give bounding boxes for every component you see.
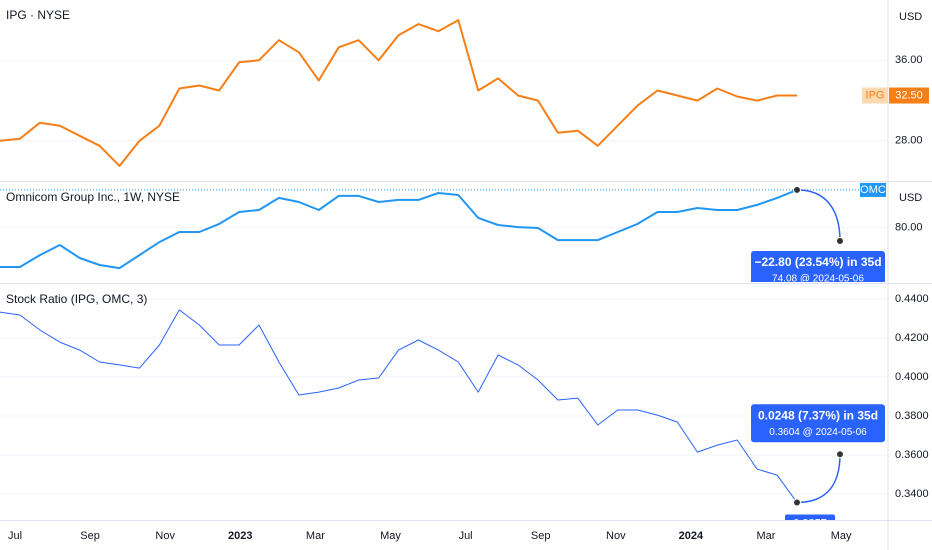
y-tick-label: 0.4200 [895,332,929,344]
price-line [0,188,798,270]
projection-start [793,185,801,194]
projection-end [836,450,844,459]
projection-box [751,251,885,282]
y-tick-label: 28.00 [895,135,923,147]
y-tick-label: 80.00 [895,222,923,234]
x-tick-label: Jul [8,530,22,542]
symbol-tag-label: IPG [866,89,885,101]
x-tick-label: Sep [531,530,551,542]
y-tick-label: 0.4000 [895,371,929,383]
projection-end [836,237,844,246]
y-tick-label: 36.00 [895,54,923,66]
y-tick-label: 0.4400 [895,293,929,305]
price-line [0,19,797,167]
price-axis: 0.4400 0.4200 0.4000 0.3800 0.3600 0.3400 [895,293,929,500]
x-tick-label: May [380,530,401,542]
y-tick-label: 0.3800 [895,410,929,422]
last-value-tag [785,514,835,520]
x-tick-label: Nov [155,530,175,542]
price-line [0,309,798,503]
x-tick-label: Nov [606,530,626,542]
projection-sublabel: 0.3604 @ 2024-05-06 [769,427,867,438]
x-tick-label: 2023 [228,530,252,542]
symbol-tag [860,182,886,197]
projection-curve [796,454,841,504]
pane-title: Omnicom Group Inc., 1W, NYSE [6,190,180,204]
pane: IPG · NYSE [0,8,888,167]
pane: Stock Ratio (IPG, OMC, 3) 0.3357 0.0248 (7… [0,292,888,529]
currency-label: USD [899,192,922,204]
y-tick-label: 0.3600 [895,449,929,461]
projection-label: 0.0248 (7.37%) in 35d [758,408,878,422]
last-value-label: 32.50 [895,89,923,101]
last-value-label: 0.3357 [793,517,827,529]
time-axis: Jul Sep Nov 2023 Mar May Jul Sep Nov 2024 Mar May [8,530,852,542]
projection-label: −22.80 (23.54%) in 35d [754,255,881,269]
x-tick-label: 2024 [679,530,704,542]
pane-title: IPG · NYSE [6,8,70,22]
y-tick-label: 0.3400 [895,488,929,500]
x-tick-label: Mar [306,530,325,542]
projection-sublabel: 74.08 @ 2024-05-06 [772,274,864,285]
price-axis: 80.00 USD [895,192,923,234]
projection-curve [796,189,841,242]
price-axis: 36.00 28.00 USD [895,11,923,147]
projection-start [793,498,801,507]
projection-box [751,404,885,443]
currency-label: USD [899,11,922,23]
x-tick-label: Sep [80,530,100,542]
x-tick-label: May [831,530,852,542]
last-value-tag [889,87,929,104]
pane: Omnicom Group Inc., 1W, NYSE −22.80 (23.5… [0,185,888,285]
symbol-tag [862,87,888,104]
x-tick-label: Jul [459,530,473,542]
x-tick-label: Mar [757,530,776,542]
pane-title: Stock Ratio (IPG, OMC, 3) [6,292,147,306]
symbol-tag-label: OMC [860,184,886,196]
